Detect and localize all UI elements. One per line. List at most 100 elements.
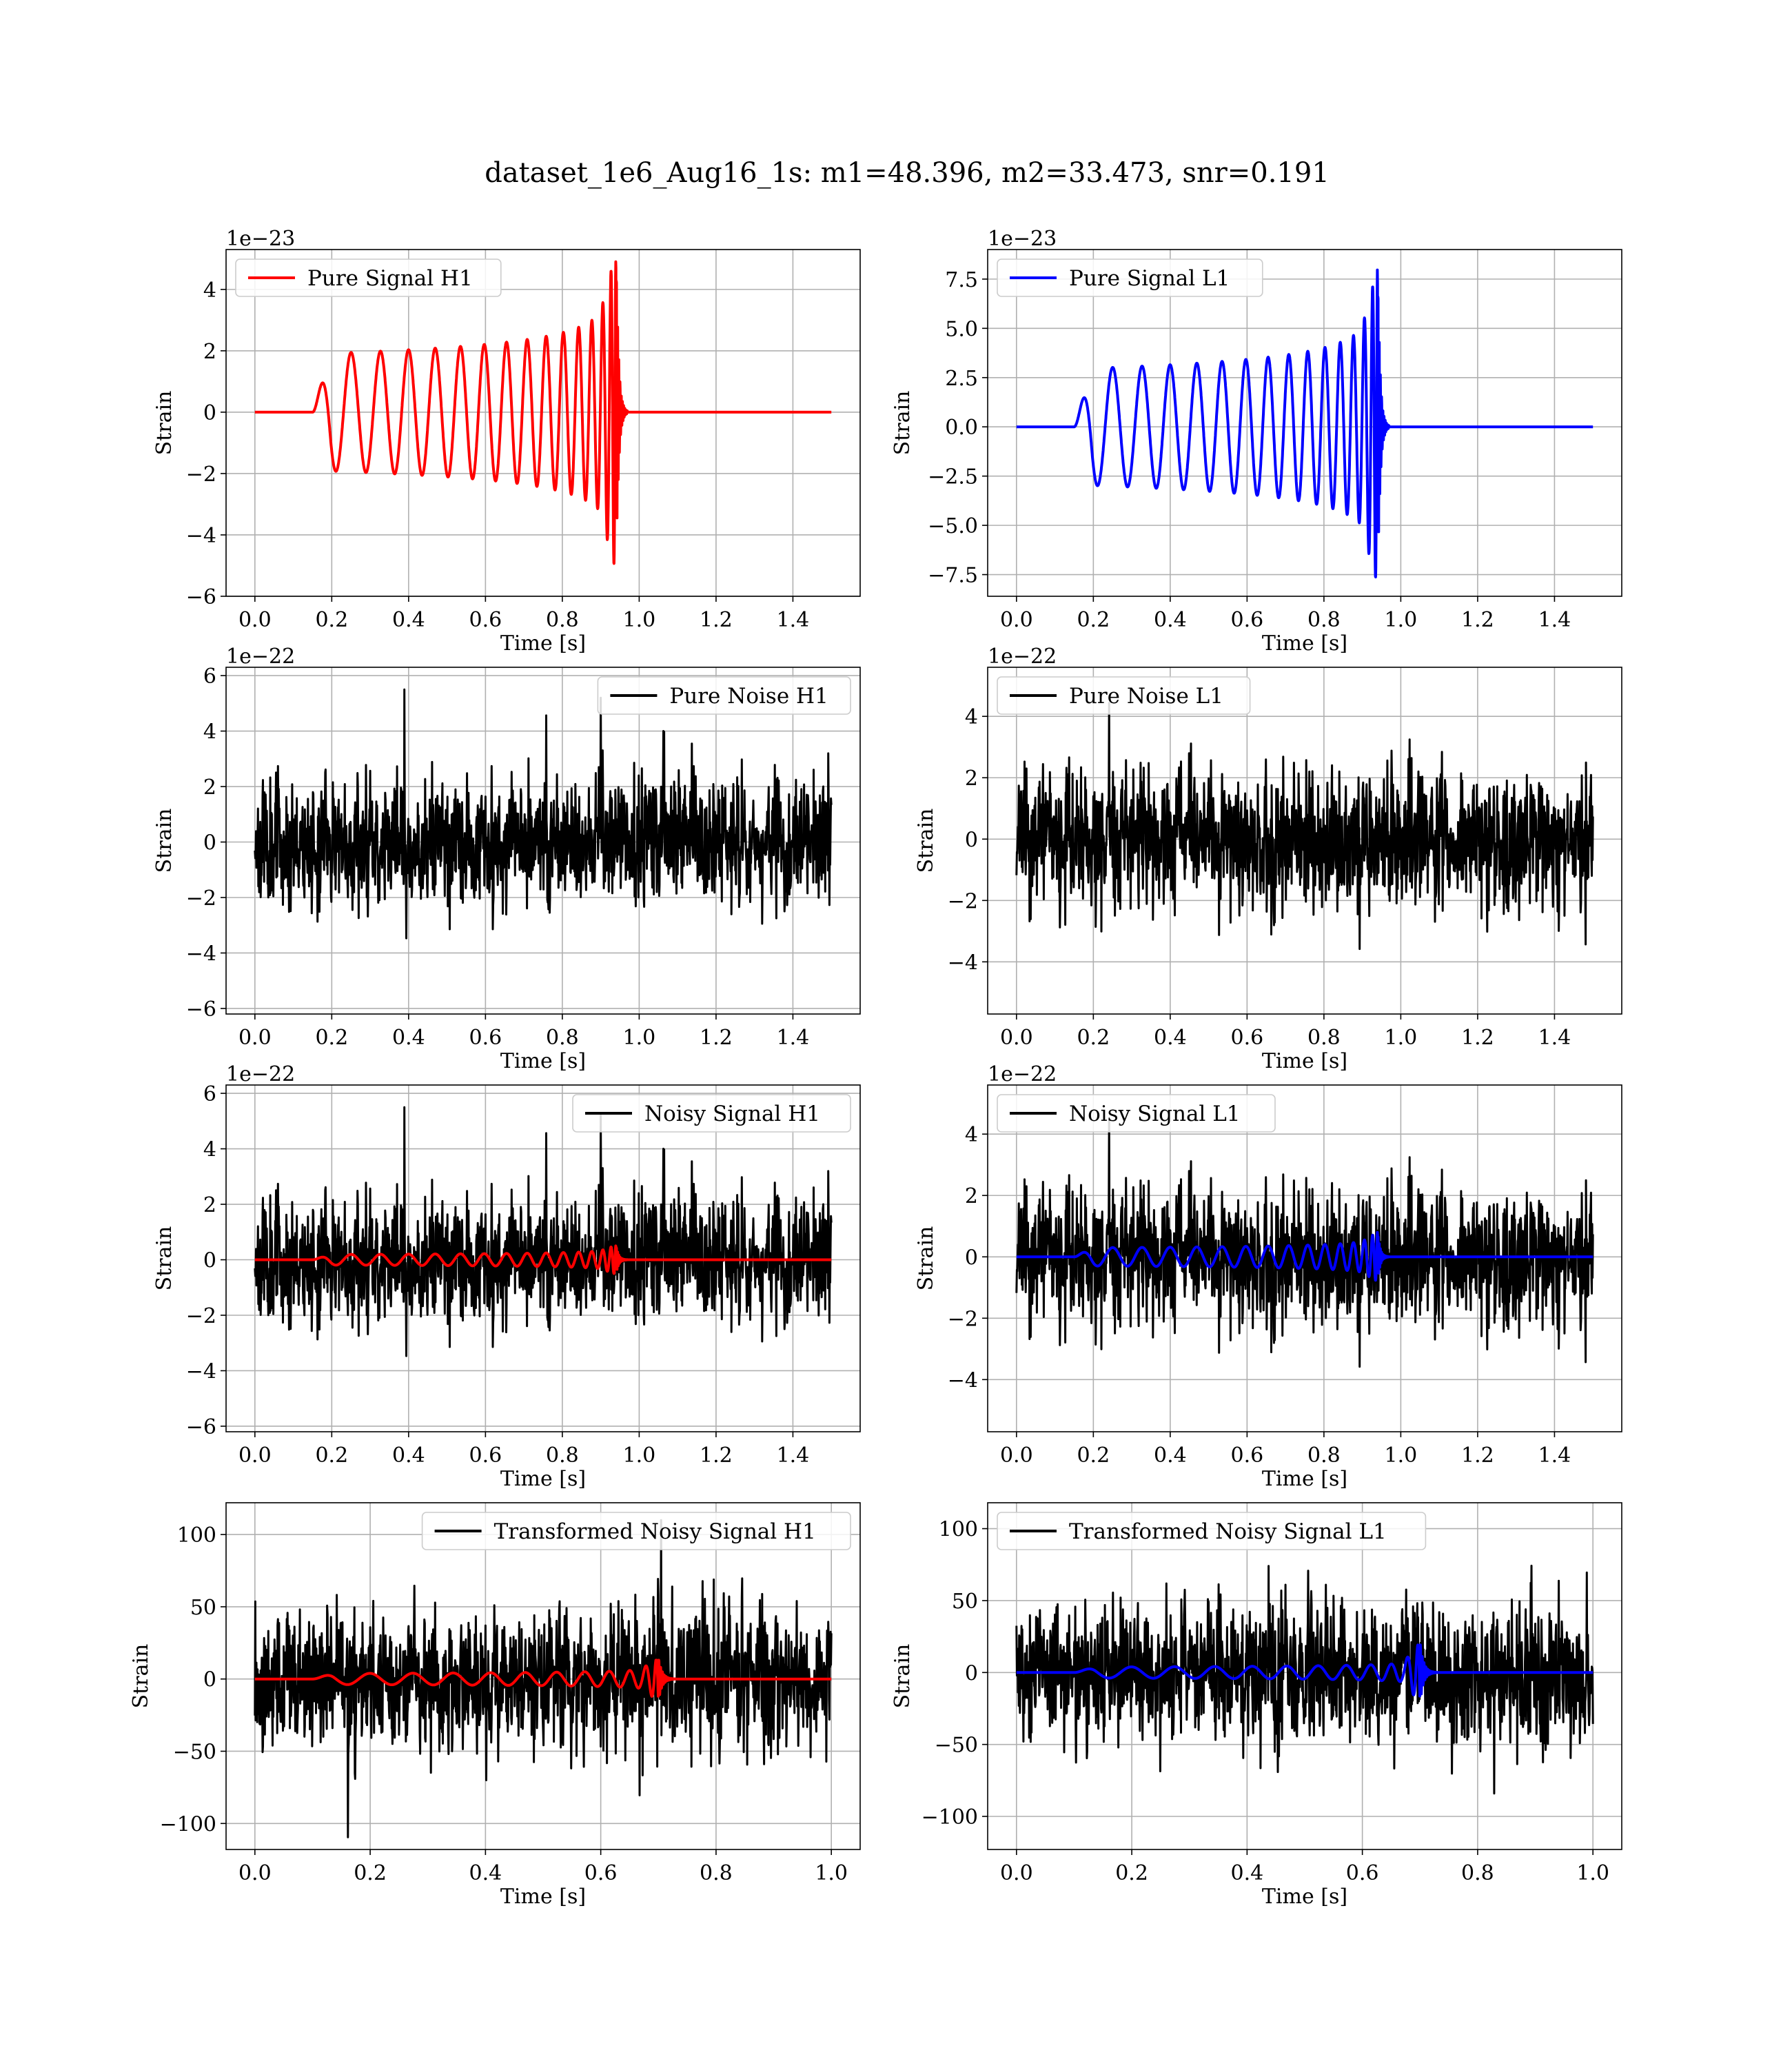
y-tick-label: 50 [190,1596,216,1620]
subplot-noisy-signal-l1: 0.0 0.2 0.4 0.6 0.8 1.0 1.2 1.4 −4 −2 0 2 4 1e−22 Time… [914,1062,1622,1491]
series-group [254,1106,833,1357]
y-tick-label: 5.0 [945,317,978,341]
x-axis-label: Time [s] [500,1049,586,1073]
noise-line [254,1519,833,1838]
y-axis-label: Strain [890,391,915,456]
offset-text: 1e−22 [988,645,1057,669]
signal-line [1015,268,1594,579]
offset-text: 1e−22 [226,1062,295,1086]
subplot-pure-noise-h1: 0.0 0.2 0.4 0.6 0.8 1.0 1.2 1.4 −6 −4 −2 0 2 4 6 1e−22 T… [152,645,861,1073]
y-tick-label: −6 [186,585,216,609]
legend: Noisy Signal H1 [572,1094,851,1133]
y-tick-label: 2 [965,767,978,791]
offset-text: 1e−23 [226,227,295,251]
x-tick-label: 0.2 [1077,608,1110,632]
legend-frame [235,258,502,297]
y-tick-label: 6 [203,1082,216,1106]
offset-text: 1e−22 [988,1062,1057,1086]
x-tick-label: 0.8 [1307,608,1341,632]
x-tick-label: 0.8 [1307,1443,1341,1468]
y-tick-label: 7.5 [945,268,978,292]
x-tick-label: 0.4 [392,608,425,632]
x-tick-label: 0.2 [1115,1861,1148,1885]
y-tick-label: −4 [186,524,216,548]
x-axis-label: Time [s] [1262,1049,1347,1073]
legend-label: Pure Signal H1 [307,266,473,291]
signal-line [254,1659,833,1698]
x-tick-label: 1.2 [700,608,733,632]
y-axis-label: Strain [152,391,176,456]
x-tick-label: 0.2 [315,1443,348,1468]
x-tick-label: 0.0 [1000,1443,1033,1468]
y-tick-label: −2 [186,463,216,487]
subplot-transformed-noisy-signal-l1: 0.0 0.2 0.4 0.6 0.8 1.0 −100 −50 0 50 100 Time [s] S… [890,1502,1622,1909]
x-tick-label: 1.0 [1385,608,1418,632]
legend-label: Transformed Noisy Signal H1 [494,1519,816,1544]
y-tick-label: 100 [939,1518,978,1542]
x-tick-label: 0.4 [392,1026,425,1050]
x-tick-label: 0.6 [1231,1026,1264,1050]
legend-frame [997,1512,1427,1550]
x-tick-label: 0.8 [546,1026,579,1050]
y-tick-label: 0.0 [945,416,978,440]
y-tick-label: 4 [965,705,978,729]
x-tick-label: 0.0 [1000,1861,1033,1885]
y-tick-label: 4 [965,1123,978,1147]
x-tick-label: 0.4 [1154,1443,1187,1468]
x-tick-label: 0.8 [546,1443,579,1468]
y-tick-label: −7.5 [928,564,978,588]
x-tick-label: 0.2 [1077,1443,1110,1468]
x-tick-label: 0.8 [1307,1026,1341,1050]
x-tick-label: 1.4 [777,608,810,632]
x-tick-label: 0.0 [238,1443,272,1468]
x-tick-label: 1.2 [1461,1443,1494,1468]
y-tick-label: −6 [186,1415,216,1439]
y-axis-label: Strain [890,1644,915,1709]
x-tick-label: 0.6 [1231,608,1264,632]
legend-frame [597,676,851,715]
legend-label: Pure Signal L1 [1069,266,1230,291]
y-tick-label: 2 [203,776,216,800]
noise-line [1015,1564,1594,1795]
x-axis-label: Time [s] [1262,1885,1347,1909]
x-tick-label: 0.6 [1346,1861,1379,1885]
y-axis-label: Strain [914,1226,938,1291]
x-tick-label: 1.0 [1576,1861,1609,1885]
legend: Transformed Noisy Signal H1 [421,1512,851,1550]
y-tick-label: −2 [186,886,216,911]
legend-frame [421,1512,851,1550]
x-tick-label: 0.0 [238,1026,272,1050]
y-tick-label: −4 [186,942,216,966]
y-axis-label: Strain [914,809,938,873]
legend-label: Noisy Signal L1 [1069,1102,1241,1126]
x-tick-label: 0.8 [700,1861,733,1885]
x-tick-label: 0.0 [238,1861,272,1885]
x-tick-label: 1.2 [700,1026,733,1050]
y-tick-label: 0 [203,1668,216,1692]
y-tick-label: 4 [203,720,216,744]
x-tick-label: 0.0 [1000,1026,1033,1050]
axes-frame [225,249,861,597]
subplot-pure-noise-l1: 0.0 0.2 0.4 0.6 0.8 1.0 1.2 1.4 −4 −2 0 2 4 1e−22 Time… [914,645,1622,1073]
axes-frame [987,1084,1622,1432]
x-tick-label: 1.2 [1461,1026,1494,1050]
y-tick-label: −6 [186,997,216,1022]
x-tick-label: 0.8 [546,608,579,632]
noise-line [1015,1119,1594,1368]
legend-frame [997,258,1263,297]
y-axis-label: Strain [152,809,176,873]
legend: Transformed Noisy Signal L1 [997,1512,1427,1550]
x-tick-label: 0.6 [469,1443,502,1468]
axes-frame [987,667,1622,1015]
x-tick-label: 0.6 [469,608,502,632]
axes-frame [987,1502,1622,1850]
y-tick-label: 0 [203,401,216,425]
series-group [1015,1119,1594,1368]
y-tick-label: 6 [203,665,216,689]
y-tick-label: 4 [203,1138,216,1162]
y-tick-label: 2 [203,340,216,364]
signal-line [1015,1643,1594,1698]
y-tick-label: 100 [177,1523,216,1548]
x-tick-label: 1.4 [777,1026,810,1050]
y-tick-label: 2 [965,1184,978,1208]
